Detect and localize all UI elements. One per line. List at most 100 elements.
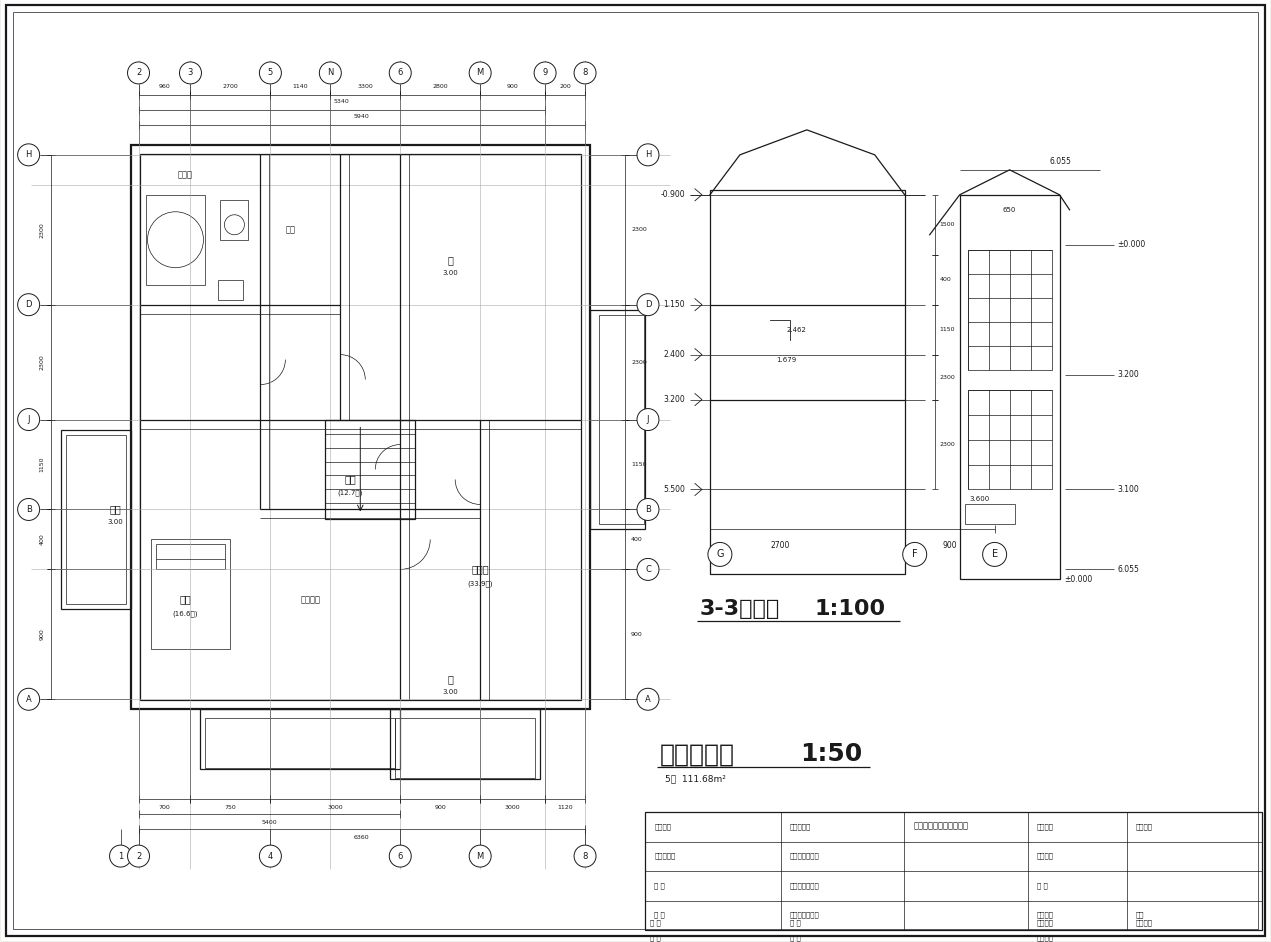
Text: 5340: 5340 bbox=[334, 99, 350, 104]
Text: 2700: 2700 bbox=[770, 542, 789, 550]
Text: 工程编号: 工程编号 bbox=[1136, 919, 1153, 926]
Text: 设计审图: 设计审图 bbox=[1037, 934, 1054, 941]
Circle shape bbox=[18, 294, 39, 316]
Text: D: D bbox=[25, 300, 32, 309]
Text: (12.7㎡): (12.7㎡) bbox=[338, 489, 364, 495]
Text: H: H bbox=[644, 151, 651, 159]
Text: 设计审图: 设计审图 bbox=[1037, 919, 1054, 926]
Circle shape bbox=[574, 845, 596, 867]
Circle shape bbox=[18, 498, 39, 520]
Text: 400: 400 bbox=[39, 533, 44, 545]
Text: 400: 400 bbox=[630, 537, 643, 542]
Text: E: E bbox=[991, 549, 998, 560]
Bar bbox=[967, 250, 1051, 369]
Text: 3.200: 3.200 bbox=[663, 395, 685, 404]
Text: 日 名: 日 名 bbox=[1037, 882, 1047, 888]
Text: 主卧: 主卧 bbox=[179, 594, 192, 605]
Text: 4: 4 bbox=[268, 852, 273, 861]
Text: 工程编号: 工程编号 bbox=[1037, 912, 1054, 918]
Text: 二层平面图: 二层平面图 bbox=[660, 742, 735, 766]
Text: 审核建筑负责人: 审核建筑负责人 bbox=[791, 912, 820, 918]
Text: 2300: 2300 bbox=[630, 360, 647, 365]
Text: J: J bbox=[28, 415, 31, 424]
Text: 1150: 1150 bbox=[39, 457, 44, 472]
Text: H: H bbox=[25, 151, 32, 159]
Text: 5400: 5400 bbox=[262, 820, 277, 825]
Text: 2300: 2300 bbox=[630, 227, 647, 233]
Text: 业 本: 业 本 bbox=[649, 934, 661, 941]
Text: 5: 5 bbox=[268, 69, 273, 77]
Text: D: D bbox=[644, 300, 651, 309]
Text: 梯厅: 梯厅 bbox=[286, 225, 295, 235]
Text: 2: 2 bbox=[136, 852, 141, 861]
Text: 1140: 1140 bbox=[292, 84, 308, 89]
Text: 审定建筑负责人: 审定建筑负责人 bbox=[791, 882, 820, 888]
Circle shape bbox=[18, 144, 39, 166]
Text: 2300: 2300 bbox=[939, 442, 956, 447]
Text: 3.600: 3.600 bbox=[970, 496, 990, 502]
Text: 审 定: 审 定 bbox=[655, 882, 665, 888]
Circle shape bbox=[982, 543, 1007, 566]
Circle shape bbox=[637, 559, 658, 580]
Text: M: M bbox=[477, 69, 484, 77]
Bar bbox=[599, 315, 644, 525]
Circle shape bbox=[389, 62, 412, 84]
Circle shape bbox=[469, 62, 491, 84]
Text: 1.150: 1.150 bbox=[663, 300, 685, 309]
Text: 2300: 2300 bbox=[39, 222, 44, 237]
Text: 3300: 3300 bbox=[357, 84, 374, 89]
Text: 400: 400 bbox=[939, 277, 952, 283]
Text: (33.9㎡): (33.9㎡) bbox=[468, 580, 493, 587]
Circle shape bbox=[127, 845, 150, 867]
Circle shape bbox=[637, 498, 658, 520]
Text: 2.462: 2.462 bbox=[787, 327, 807, 333]
Text: -0.900: -0.900 bbox=[661, 190, 685, 200]
Text: 注册建筑号: 注册建筑号 bbox=[791, 823, 811, 830]
Circle shape bbox=[127, 62, 150, 84]
Text: 平台: 平台 bbox=[109, 505, 122, 514]
Text: 业 主: 业 主 bbox=[791, 919, 801, 926]
Circle shape bbox=[708, 543, 732, 566]
Circle shape bbox=[574, 62, 596, 84]
Bar bbox=[140, 154, 581, 700]
Text: 2300: 2300 bbox=[939, 375, 956, 380]
Text: 3000: 3000 bbox=[328, 805, 343, 810]
Text: 960: 960 bbox=[159, 84, 170, 89]
Bar bbox=[390, 709, 540, 779]
Text: 台: 台 bbox=[447, 674, 454, 684]
Bar bbox=[325, 419, 416, 519]
Bar bbox=[590, 310, 644, 529]
Circle shape bbox=[259, 62, 281, 84]
Text: 1:100: 1:100 bbox=[815, 599, 886, 619]
Circle shape bbox=[179, 62, 202, 84]
Text: J: J bbox=[647, 415, 649, 424]
Bar bbox=[206, 718, 395, 768]
Text: 200: 200 bbox=[559, 84, 571, 89]
Text: 1.679: 1.679 bbox=[777, 357, 797, 363]
Text: 审 核: 审 核 bbox=[655, 912, 665, 918]
Text: B: B bbox=[646, 505, 651, 514]
Text: 业 本: 业 本 bbox=[791, 934, 801, 941]
Text: 3.00: 3.00 bbox=[108, 519, 123, 526]
Text: 2300: 2300 bbox=[39, 354, 44, 370]
Text: 6.055: 6.055 bbox=[1050, 157, 1071, 167]
Text: 6360: 6360 bbox=[355, 836, 370, 840]
Text: 900: 900 bbox=[435, 805, 446, 810]
Text: 5940: 5940 bbox=[353, 114, 370, 119]
Text: 1: 1 bbox=[118, 852, 123, 861]
Bar bbox=[150, 540, 230, 649]
Text: 台: 台 bbox=[447, 254, 454, 265]
Text: 客厅卫室: 客厅卫室 bbox=[300, 594, 320, 604]
Text: 5年  111.68m²: 5年 111.68m² bbox=[665, 774, 726, 784]
Bar bbox=[220, 200, 248, 240]
Text: N: N bbox=[327, 69, 333, 77]
Text: 卧室: 卧室 bbox=[344, 475, 356, 484]
Circle shape bbox=[637, 689, 658, 710]
Text: 6: 6 bbox=[398, 852, 403, 861]
Text: 设计单位: 设计单位 bbox=[655, 823, 671, 830]
Text: 1150: 1150 bbox=[939, 327, 956, 333]
Bar bbox=[145, 195, 206, 284]
Text: 3-3剖面图: 3-3剖面图 bbox=[700, 599, 780, 619]
Text: 业 主: 业 主 bbox=[649, 919, 661, 926]
Text: F: F bbox=[911, 549, 918, 560]
